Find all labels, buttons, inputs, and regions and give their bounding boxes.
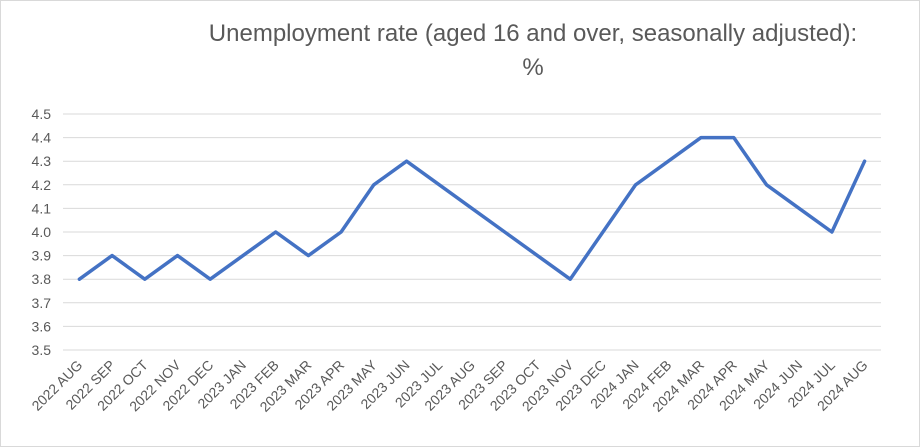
y-tick-label: 4.0: [32, 224, 52, 240]
chart-title: Unemployment rate (aged 16 and over, sea…: [209, 20, 857, 47]
series-layer: [77, 135, 867, 281]
chart-title-unit: %: [522, 54, 543, 81]
y-tick-label: 4.5: [32, 106, 52, 122]
y-axis-ticks: 3.5 3.6 3.7 3.8 3.9 4.0 4.1 4.2 4.3 4.4 4.5: [32, 106, 52, 358]
y-tick-label: 4.4: [32, 130, 52, 146]
y-tick-label: 3.8: [32, 271, 52, 287]
y-tick-label: 4.3: [32, 153, 52, 169]
gridlines: [63, 113, 881, 351]
y-tick-label: 3.7: [32, 295, 52, 311]
y-tick-label: 3.5: [32, 342, 52, 358]
y-tick-label: 3.9: [32, 248, 52, 264]
y-tick-label: 4.2: [32, 177, 52, 193]
y-tick-label: 4.1: [32, 200, 52, 216]
y-tick-label: 3.6: [32, 318, 52, 334]
